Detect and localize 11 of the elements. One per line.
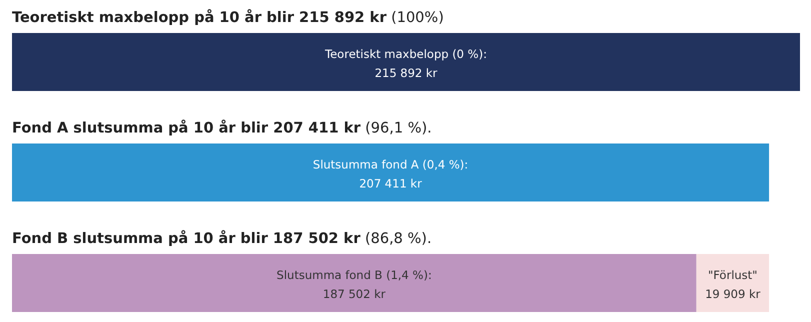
- series-label: "Förlust": [708, 268, 758, 282]
- y-tick-label: Fond B slutsumma på 10 år blir 187 502 kr (86,8 %).: [12, 230, 432, 247]
- data-label: 19 909 kr: [705, 287, 761, 301]
- data-label: 215 892 kr: [374, 66, 438, 80]
- series-label: Slutsumma fond A (0,4 %):: [312, 158, 468, 172]
- data-label: 207 411 kr: [359, 176, 422, 190]
- data-label: 187 502 kr: [322, 287, 386, 301]
- y-tick-label: Teoretiskt maxbelopp på 10 år blir 215 892 kr (100%): [12, 9, 444, 26]
- y-tick-label: Fond A slutsumma på 10 år blir 207 411 kr (96,1 %).: [12, 120, 432, 136]
- series-label: Slutsumma fond B (1,4 %):: [276, 268, 432, 282]
- series-label: Teoretiskt maxbelopp (0 %):: [324, 47, 487, 61]
